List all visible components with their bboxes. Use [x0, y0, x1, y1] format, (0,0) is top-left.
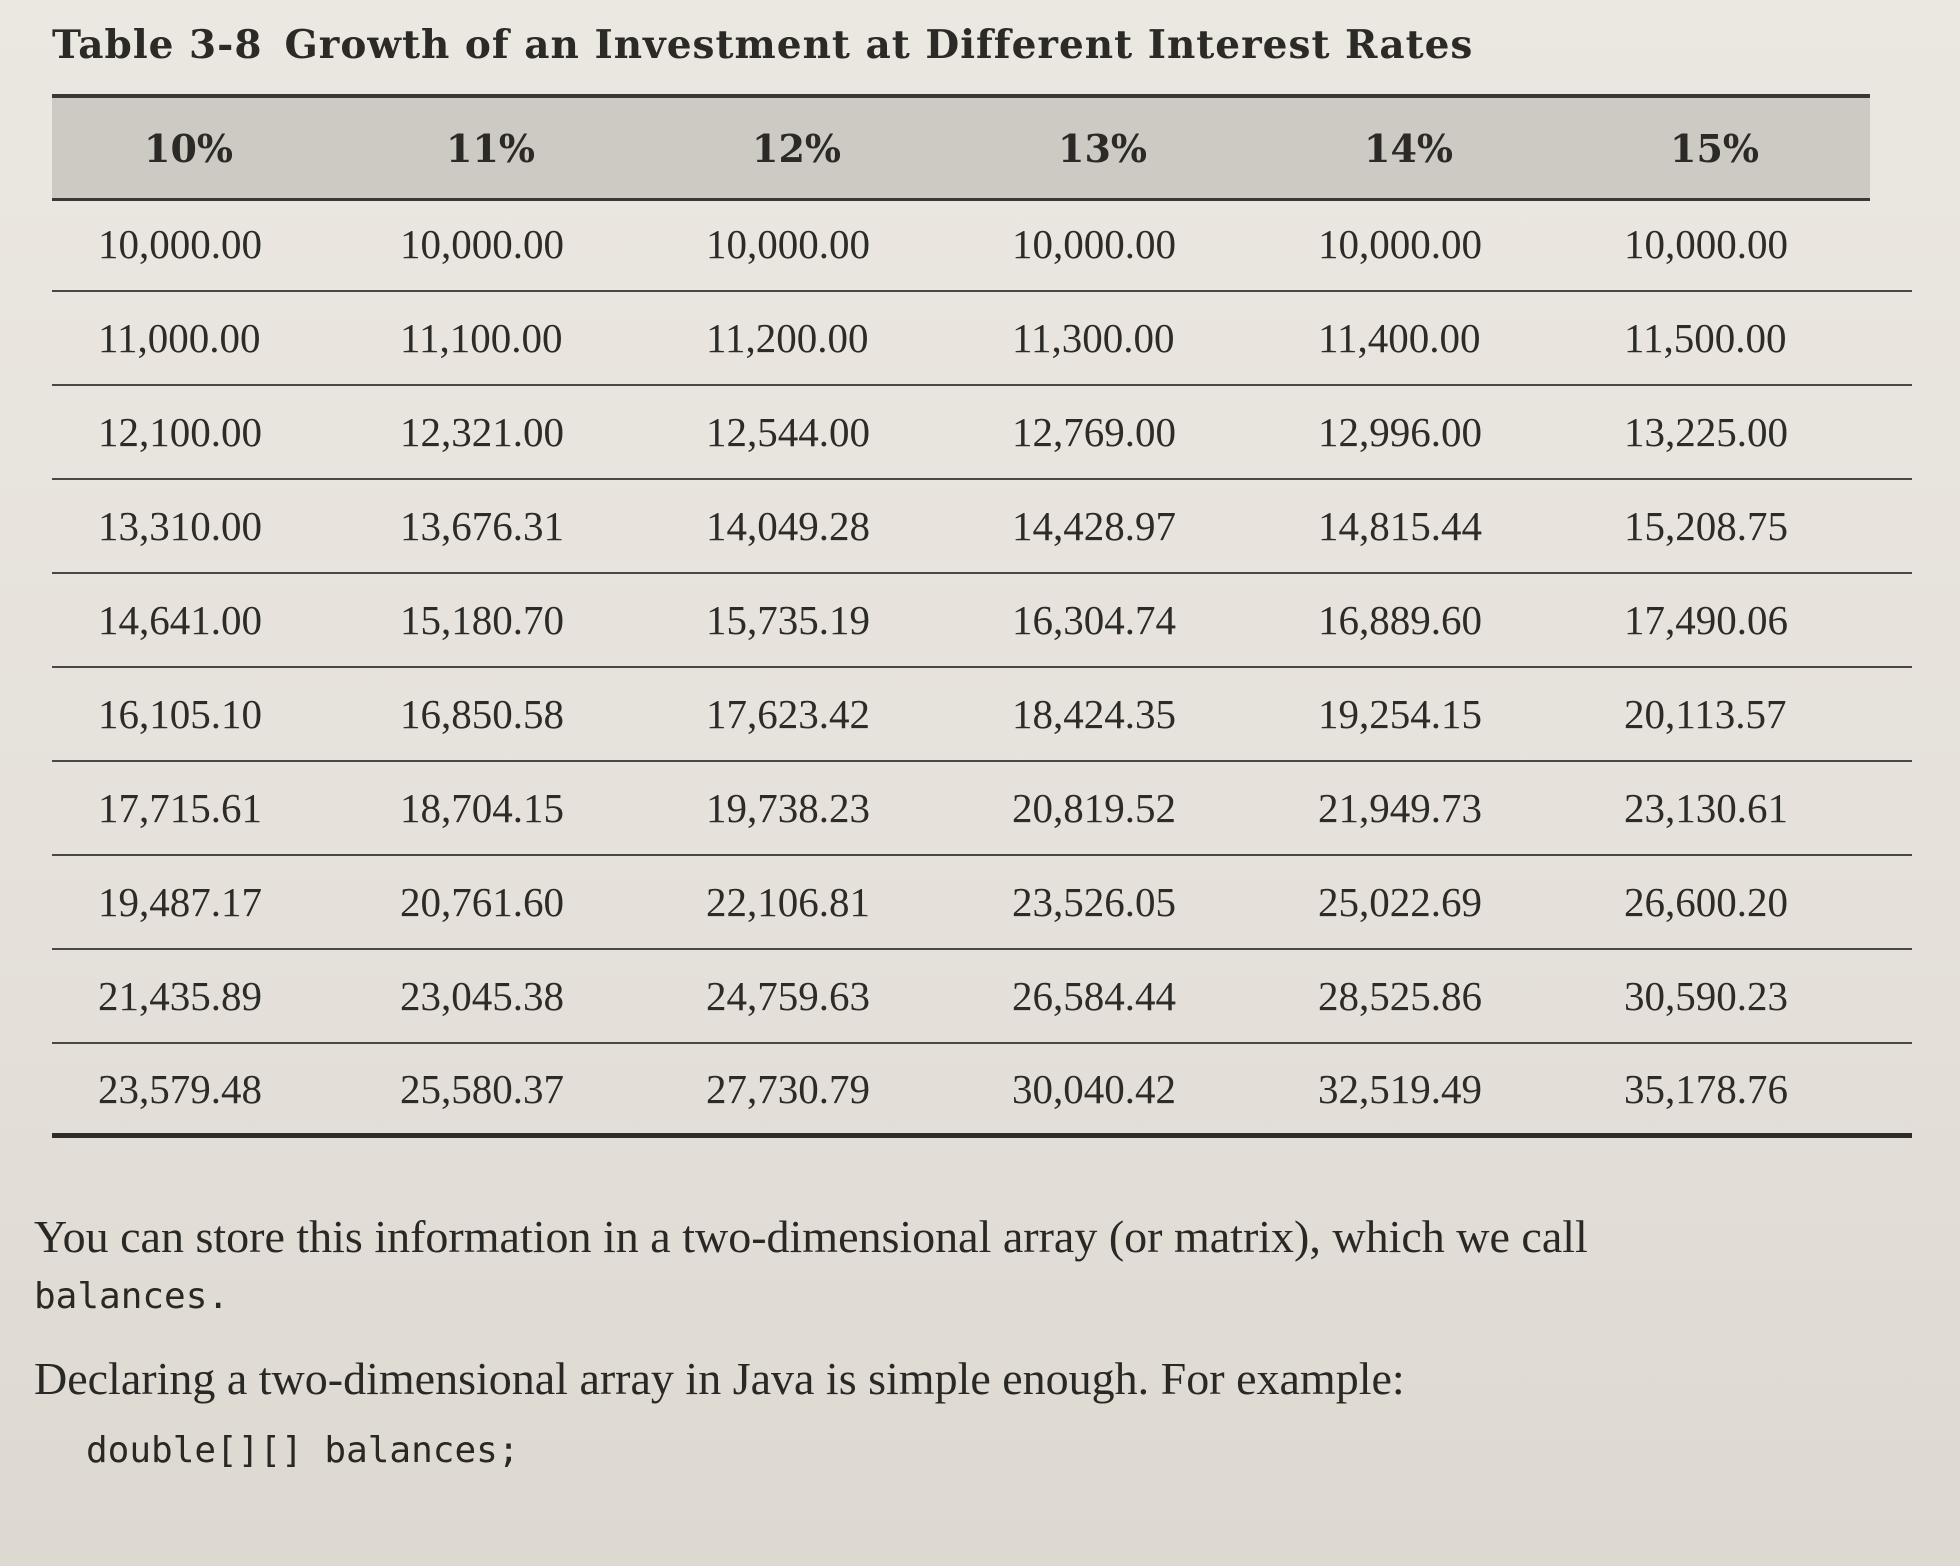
code-example: double[][] balances;: [86, 1430, 520, 1471]
header-15-percent: 15%: [1670, 125, 1759, 171]
table-cell: 10,000.00: [1624, 221, 1788, 267]
table-cell: 16,105.10: [98, 691, 262, 737]
table-number: Table 3-8: [52, 22, 263, 68]
table-cell: 12,321.00: [400, 409, 564, 455]
table-cell: 19,254.15: [1318, 691, 1482, 737]
table-cell: 10,000.00: [1318, 221, 1482, 267]
table-cell: 22,106.81: [706, 879, 870, 925]
table-cell: 11,300.00: [1012, 315, 1175, 361]
table-row: 12,100.00 12,321.00 12,544.00 12,769.00 12,9…: [52, 386, 1912, 480]
table-cell: 16,850.58: [400, 691, 564, 737]
table-cell: 10,000.00: [706, 221, 870, 267]
table-cell: 13,676.31: [400, 503, 564, 549]
table-cell: 17,623.42: [706, 691, 870, 737]
table-row: 10,000.00 10,000.00 10,000.00 10,000.00 10,0…: [52, 198, 1912, 292]
table-cell: 18,424.35: [1012, 691, 1176, 737]
table-cell: 16,889.60: [1318, 597, 1482, 643]
table-cell: 13,225.00: [1624, 409, 1788, 455]
table-cell: 23,130.61: [1624, 785, 1788, 831]
table-row: 13,310.00 13,676.31 14,049.28 14,428.97 14,8…: [52, 480, 1912, 574]
table-cell: 24,759.63: [706, 973, 870, 1019]
table-cell: 11,000.00: [98, 315, 261, 361]
table-row: 23,579.48 25,580.37 27,730.79 30,040.42 32,5…: [52, 1044, 1912, 1138]
header-row: 10% 11% 12% 13% 14% 15%: [52, 98, 1912, 198]
table-cell: 10,000.00: [1012, 221, 1176, 267]
table-cell: 12,996.00: [1318, 409, 1482, 455]
table-cell: 26,600.20: [1624, 879, 1788, 925]
header-14-percent: 14%: [1364, 125, 1453, 171]
table-cell: 19,487.17: [98, 879, 262, 925]
table-cell: 11,200.00: [706, 315, 869, 361]
header-13-percent: 13%: [1058, 125, 1147, 171]
table-row: 14,641.00 15,180.70 15,735.19 16,304.74 16,8…: [52, 574, 1912, 668]
table-cell: 12,769.00: [1012, 409, 1176, 455]
table-cell: 15,735.19: [706, 597, 870, 643]
table-cell: 14,428.97: [1012, 503, 1176, 549]
paragraph-declaring: Declaring a two-dimensional array in Jav…: [34, 1353, 1405, 1404]
table-cell: 17,715.61: [98, 785, 262, 831]
table-cell: 12,544.00: [706, 409, 870, 455]
table-cell: 13,310.00: [98, 503, 262, 549]
table-cell: 14,641.00: [98, 597, 262, 643]
table-row: 16,105.10 16,850.58 17,623.42 18,424.35 19,2…: [52, 668, 1912, 762]
table-cell: 19,738.23: [706, 785, 870, 831]
table-cell: 11,400.00: [1318, 315, 1481, 361]
paragraph-matrix-code: balances.: [34, 1276, 230, 1317]
paragraph-matrix: You can store this information in a two-…: [34, 1211, 1588, 1262]
table-header: 10% 11% 12% 13% 14% 15%: [52, 98, 1912, 198]
table-cell: 16,304.74: [1012, 597, 1176, 643]
table-cell: 11,500.00: [1624, 315, 1787, 361]
table-cell: 15,180.70: [400, 597, 564, 643]
header-11-percent: 11%: [446, 125, 535, 171]
table-row: 17,715.61 18,704.15 19,738.23 20,819.52 21,9…: [52, 762, 1912, 856]
table-cell: 21,949.73: [1318, 785, 1482, 831]
table-row: 19,487.17 20,761.60 22,106.81 23,526.05 25,0…: [52, 856, 1912, 950]
table-cell: 23,579.48: [98, 1065, 262, 1112]
table-top-rule: [52, 94, 1870, 98]
table-cell: 14,049.28: [706, 503, 870, 549]
header-12-percent: 12%: [752, 125, 841, 171]
table-cell: 25,580.37: [400, 1065, 564, 1112]
table-cell: 20,113.57: [1624, 691, 1787, 737]
table-cell: 12,100.00: [98, 409, 262, 455]
table-cell: 18,704.15: [400, 785, 564, 831]
table-cell: 17,490.06: [1624, 597, 1788, 643]
table-cell: 25,022.69: [1318, 879, 1482, 925]
table-cell: 28,525.86: [1318, 973, 1482, 1019]
table-header-background: [52, 98, 1870, 198]
table-cell: 26,584.44: [1012, 973, 1176, 1019]
table-cell: 15,208.75: [1624, 503, 1788, 549]
table-body: 10,000.00 10,000.00 10,000.00 10,000.00 10,0…: [52, 198, 1912, 1138]
table-cell: 23,526.05: [1012, 879, 1176, 925]
table-cell: 21,435.89: [98, 973, 262, 1019]
table-caption: Table 3-8 Growth of an Investment at Diff…: [52, 22, 1473, 68]
table-cell: 30,590.23: [1624, 973, 1788, 1019]
table-cell: 10,000.00: [400, 221, 564, 267]
table-cell: 23,045.38: [400, 973, 564, 1019]
table-cell: 14,815.44: [1318, 503, 1482, 549]
table-header-rule: [52, 198, 1870, 201]
table-cell: 20,819.52: [1012, 785, 1176, 831]
table-cell: 30,040.42: [1012, 1065, 1176, 1112]
table-cell: 32,519.49: [1318, 1065, 1482, 1112]
table-row: 11,000.00 11,100.00 11,200.00 11,300.00 11,4…: [52, 292, 1912, 386]
header-10-percent: 10%: [144, 125, 233, 171]
table-title: Growth of an Investment at Different Int…: [284, 22, 1474, 68]
table-cell: 35,178.76: [1624, 1065, 1788, 1112]
table-cell: 10,000.00: [98, 221, 262, 267]
table-row: 21,435.89 23,045.38 24,759.63 26,584.44 28,5…: [52, 950, 1912, 1044]
table-cell: 20,761.60: [400, 879, 564, 925]
table-cell: 27,730.79: [706, 1065, 870, 1112]
table-cell: 11,100.00: [400, 315, 563, 361]
